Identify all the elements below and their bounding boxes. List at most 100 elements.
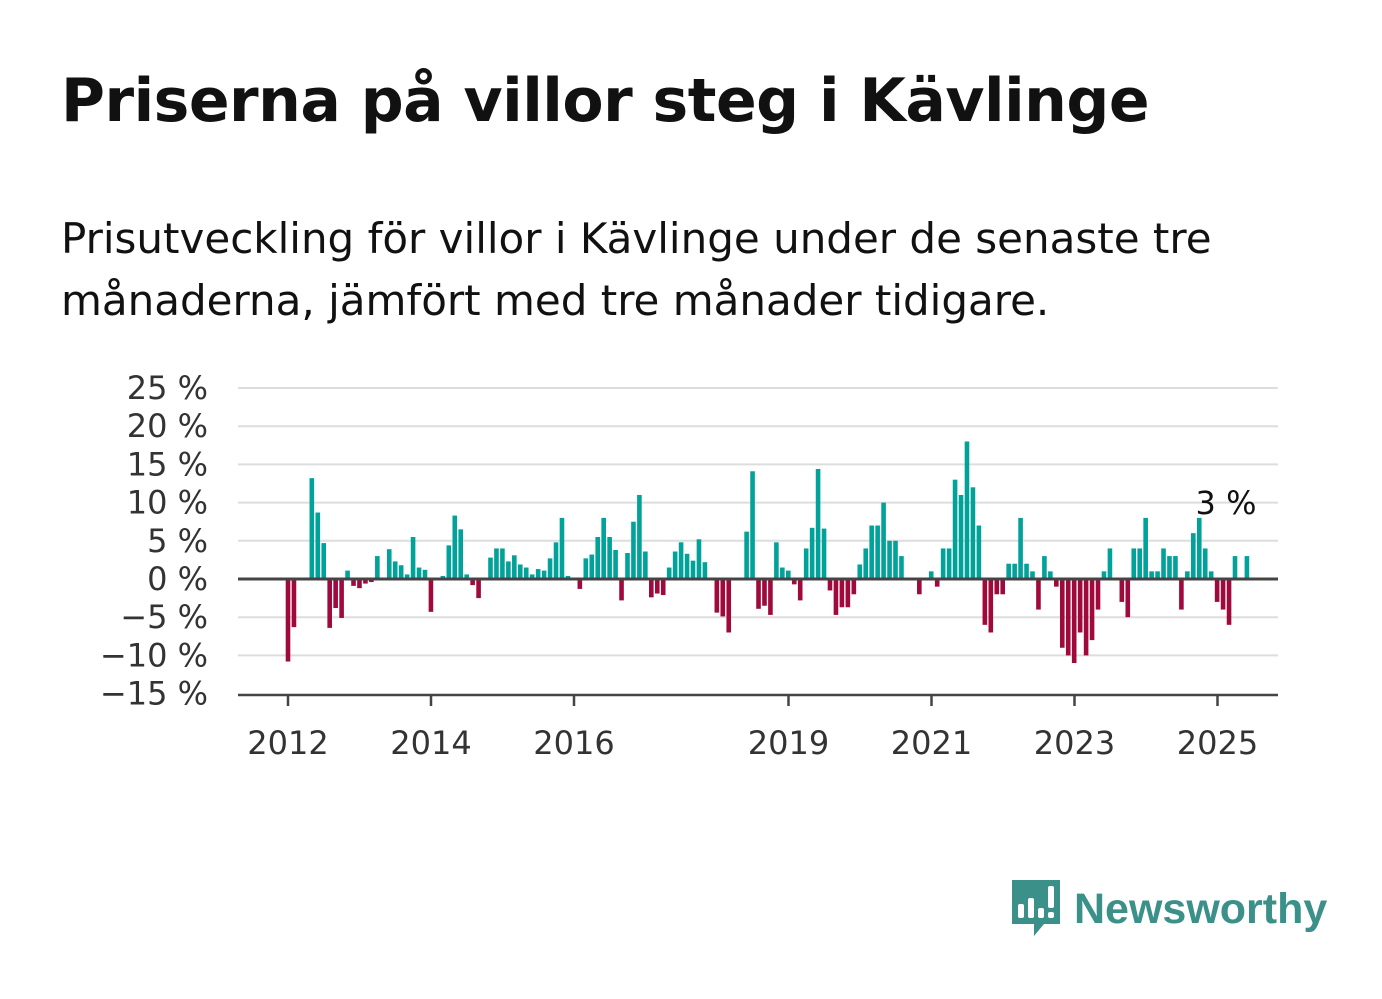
bar xyxy=(797,579,803,601)
newsworthy-logo-icon xyxy=(1012,880,1060,936)
bar xyxy=(1024,563,1029,579)
bar xyxy=(946,548,952,579)
bar xyxy=(357,579,362,589)
bar xyxy=(1012,563,1017,579)
bar xyxy=(1059,579,1065,648)
bar xyxy=(952,479,958,579)
bar xyxy=(690,560,696,579)
bar xyxy=(714,579,720,613)
bar xyxy=(845,579,851,608)
bar xyxy=(1048,571,1053,579)
bar xyxy=(696,539,702,579)
bar xyxy=(1030,571,1035,579)
bar xyxy=(637,494,642,579)
x-tick-label: 2016 xyxy=(533,724,614,762)
x-tick-label: 2014 xyxy=(390,724,471,762)
bar xyxy=(1185,571,1190,579)
bar xyxy=(613,549,618,579)
bar xyxy=(553,542,559,579)
bar xyxy=(607,536,612,579)
bar xyxy=(583,558,589,579)
chart-subtitle: Prisutveckling för villor i Kävlinge und… xyxy=(61,214,1212,325)
bar xyxy=(934,579,940,587)
bar xyxy=(1220,579,1226,610)
bar xyxy=(780,567,785,579)
bar xyxy=(559,517,565,579)
bar xyxy=(589,554,595,579)
bar xyxy=(577,579,583,589)
bar xyxy=(345,570,350,579)
bar xyxy=(410,536,416,579)
bar xyxy=(1018,517,1023,579)
y-tick-label: 0 % xyxy=(147,560,208,598)
bar xyxy=(833,579,839,615)
bar xyxy=(1095,579,1101,610)
bar xyxy=(619,579,624,601)
grid-lines xyxy=(238,387,1278,657)
bar xyxy=(928,571,934,579)
bar xyxy=(1155,571,1160,579)
bar xyxy=(774,542,779,579)
y-tick-label: 15 % xyxy=(127,445,208,483)
annotation: 3 % xyxy=(1196,484,1257,522)
bar xyxy=(964,441,970,579)
bar xyxy=(446,545,452,579)
y-tick-label: −15 % xyxy=(100,675,208,713)
bar xyxy=(494,548,499,579)
bar xyxy=(375,556,380,579)
bar xyxy=(1232,556,1238,579)
bar xyxy=(452,515,458,579)
bar xyxy=(1226,579,1232,625)
bar xyxy=(1167,556,1172,579)
y-tick-label: −5 % xyxy=(120,598,208,636)
bar xyxy=(428,579,434,612)
bar xyxy=(803,548,809,579)
bar xyxy=(1036,579,1041,610)
bar xyxy=(726,579,732,633)
bar xyxy=(756,579,761,609)
bar xyxy=(821,528,827,579)
brand-logo: Newsworthy xyxy=(1010,878,1327,940)
bar xyxy=(750,471,755,579)
bar xyxy=(1137,548,1142,579)
bar xyxy=(958,494,964,579)
bar xyxy=(440,575,446,579)
bar xyxy=(887,540,892,579)
y-axis-tick-labels: 25 %20 %15 %10 %5 %0 %−5 %−10 %−15 % xyxy=(100,369,208,713)
bar xyxy=(517,564,523,579)
x-tick-label: 2025 xyxy=(1177,724,1258,762)
bar xyxy=(1101,571,1107,579)
bar xyxy=(1244,556,1250,579)
bar xyxy=(404,574,410,579)
bar xyxy=(809,527,815,579)
bar xyxy=(893,540,898,579)
bar xyxy=(470,579,475,586)
last-value-annotation: 3 % xyxy=(1196,484,1257,522)
bar xyxy=(1202,548,1208,579)
bar xyxy=(416,567,422,579)
bar xyxy=(512,555,517,579)
bar xyxy=(506,561,511,579)
y-tick-label: 20 % xyxy=(127,407,208,445)
bar xyxy=(458,529,464,579)
bar-chart: 25 %20 %15 %10 %5 %0 %−5 %−10 %−15 % 201… xyxy=(100,369,1278,762)
bar xyxy=(654,579,660,594)
bar xyxy=(672,551,678,579)
bar xyxy=(321,543,327,579)
bar xyxy=(315,512,321,579)
bar xyxy=(1191,533,1196,579)
x-tick-label: 2019 xyxy=(748,724,829,762)
bar xyxy=(601,517,606,579)
bar xyxy=(327,579,332,628)
bar xyxy=(994,579,1000,595)
bar xyxy=(398,565,404,579)
bar xyxy=(791,579,797,585)
x-tick-label: 2012 xyxy=(247,724,328,762)
bar xyxy=(529,574,535,579)
bars xyxy=(285,441,1250,664)
bar xyxy=(660,579,666,596)
bar xyxy=(1065,579,1071,656)
bar xyxy=(523,567,529,579)
y-tick-label: 25 % xyxy=(127,369,208,407)
bar xyxy=(649,579,654,598)
